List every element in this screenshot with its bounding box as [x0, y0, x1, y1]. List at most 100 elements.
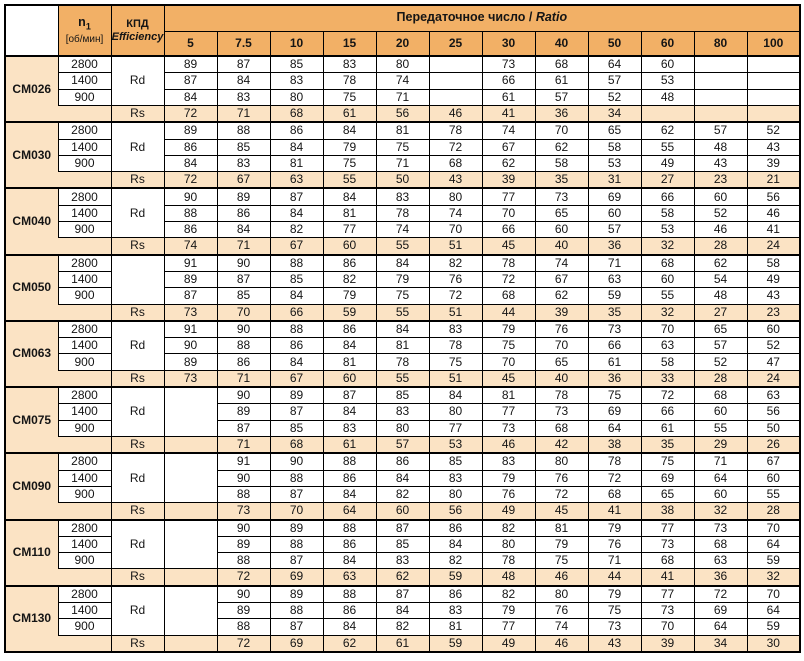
- value-cell: 86: [163, 221, 218, 239]
- speed-row: 900 88 87 84 82 81 77 74 73 70 64 59: [5, 618, 801, 636]
- value-cell: [693, 88, 748, 106]
- rs-value-cell: 33: [640, 369, 695, 388]
- rs-cell: Rs: [110, 568, 165, 587]
- value-cell: 73: [587, 618, 642, 636]
- rd-cell: Rd: [110, 54, 165, 106]
- value-cell: 75: [375, 138, 430, 156]
- rs-value-cell: 55: [375, 303, 430, 322]
- ratio-value-header: 20: [375, 30, 430, 57]
- value-cell: 80: [428, 485, 483, 504]
- efficiency-column-header: КПД Efficiency: [110, 4, 165, 57]
- value-cell: 75: [640, 452, 695, 471]
- value-cell: 61: [534, 72, 589, 90]
- rs-value-cell: 73: [216, 502, 271, 521]
- model-cell: CM090: [4, 452, 58, 521]
- rs-value-cell: 42: [534, 435, 589, 454]
- value-cell: [428, 72, 483, 90]
- model-cell: CM075: [4, 386, 58, 454]
- value-cell: 79: [375, 270, 430, 289]
- value-cell: 83: [322, 419, 377, 437]
- value-cell: 68: [693, 386, 748, 405]
- value-cell: 86: [428, 584, 483, 604]
- value-cell: 47: [746, 353, 801, 371]
- speed-cell: 900: [57, 287, 112, 305]
- model-group: CM050 2800 91 90 88 86 84 82 78 74 71 68 62 58 1400 89 8…: [4, 253, 801, 322]
- value-cell: 83: [375, 403, 430, 421]
- ratio-value-header: 40: [534, 30, 589, 57]
- value-cell: 89: [163, 270, 218, 289]
- value-cell: 62: [481, 154, 536, 173]
- value-cell: 81: [322, 204, 377, 223]
- rs-value-cell: 39: [481, 171, 536, 189]
- rs-value-cell: 51: [428, 237, 483, 256]
- value-cell: 76: [534, 319, 589, 339]
- speed-cell: 1400: [57, 602, 112, 620]
- rs-value-cell: 21: [746, 171, 801, 189]
- rs-spacer-cell: [58, 369, 112, 388]
- speed-cell: 2800: [57, 121, 112, 140]
- efficiency-table: n1 [об/мин] КПД Efficiency Передаточное числ…: [4, 4, 802, 653]
- value-cell: 84: [428, 386, 483, 405]
- value-cell: 77: [481, 403, 536, 421]
- value-cell: 71: [375, 154, 430, 173]
- value-cell: 69: [640, 469, 695, 487]
- rs-value-cell: 64: [322, 502, 377, 521]
- value-cell: 73: [640, 602, 695, 620]
- rd-cell: Rd: [110, 584, 165, 636]
- value-cell: 49: [746, 270, 801, 289]
- value-cell: 66: [587, 337, 642, 355]
- speed-row: 900 88 87 84 82 80 76 72 68 65 60 55: [5, 485, 801, 504]
- rs-value-cell: 27: [693, 303, 748, 322]
- speed-cell: 1400: [57, 403, 112, 421]
- speed-cell: 900: [57, 88, 112, 106]
- rs-value-cell: 71: [216, 237, 271, 256]
- value-cell: 54: [693, 270, 748, 289]
- value-cell: 84: [269, 287, 324, 305]
- value-cell: 80: [375, 55, 430, 74]
- model-group: CM026 2800 Rd 89 87 85 83 80 73 68 64 60 1400 87 84 83 7…: [4, 54, 801, 123]
- rs-value-cell: 36: [693, 568, 748, 587]
- value-cell: [693, 55, 748, 74]
- speed-cell: 900: [57, 552, 112, 570]
- value-cell: 89: [163, 353, 218, 371]
- value-cell: 61: [587, 353, 642, 371]
- rs-value-cell: 55: [375, 369, 430, 388]
- rs-value-cell: 67: [269, 237, 324, 256]
- speed-cell: 2800: [57, 319, 112, 339]
- rs-value-cell: 71: [216, 435, 271, 454]
- value-cell: 89: [216, 535, 271, 554]
- rs-value-cell: 39: [534, 303, 589, 322]
- rs-value-cell: 51: [428, 303, 483, 322]
- rs-value-cell: 57: [375, 435, 430, 454]
- rs-value-cell: 62: [375, 568, 430, 587]
- rs-value-cell: 56: [428, 502, 483, 521]
- value-cell: 59: [746, 552, 801, 570]
- value-cell: 87: [163, 72, 218, 90]
- value-cell: 85: [269, 270, 324, 289]
- model-cell: CM026: [4, 54, 58, 123]
- value-cell: 88: [269, 535, 324, 554]
- value-cell: 91: [216, 452, 271, 471]
- value-cell: 85: [216, 287, 271, 305]
- value-cell: 52: [587, 88, 642, 106]
- speed-row: 1400 90 88 86 84 81 78 75 70 66 63 57 52: [5, 337, 801, 355]
- value-cell: 84: [322, 403, 377, 421]
- rs-value-cell: 67: [216, 171, 271, 189]
- speed-row: CM110 2800 Rd 90 89 88 87 86 82 81 79 77 73 70: [4, 518, 801, 587]
- value-cell: 86: [375, 452, 430, 471]
- value-cell: 43: [693, 154, 748, 173]
- rs-value-cell: 63: [322, 568, 377, 587]
- model-cell: CM050: [4, 253, 58, 322]
- value-cell: 69: [587, 187, 642, 206]
- rs-value-cell: 32: [640, 237, 695, 256]
- value-cell: 79: [322, 138, 377, 156]
- value-cell: 77: [481, 187, 536, 206]
- value-cell: 80: [375, 419, 430, 437]
- rs-value-cell: 38: [587, 435, 642, 454]
- rs-value-cell: 41: [640, 568, 695, 587]
- value-cell: 85: [428, 452, 483, 471]
- speed-row: 1400 89 87 85 82 79 76 72 67 63 60 54 49: [5, 270, 801, 289]
- value-cell: 72: [587, 469, 642, 487]
- value-cell: 88: [216, 552, 271, 570]
- value-cell: 60: [746, 469, 801, 487]
